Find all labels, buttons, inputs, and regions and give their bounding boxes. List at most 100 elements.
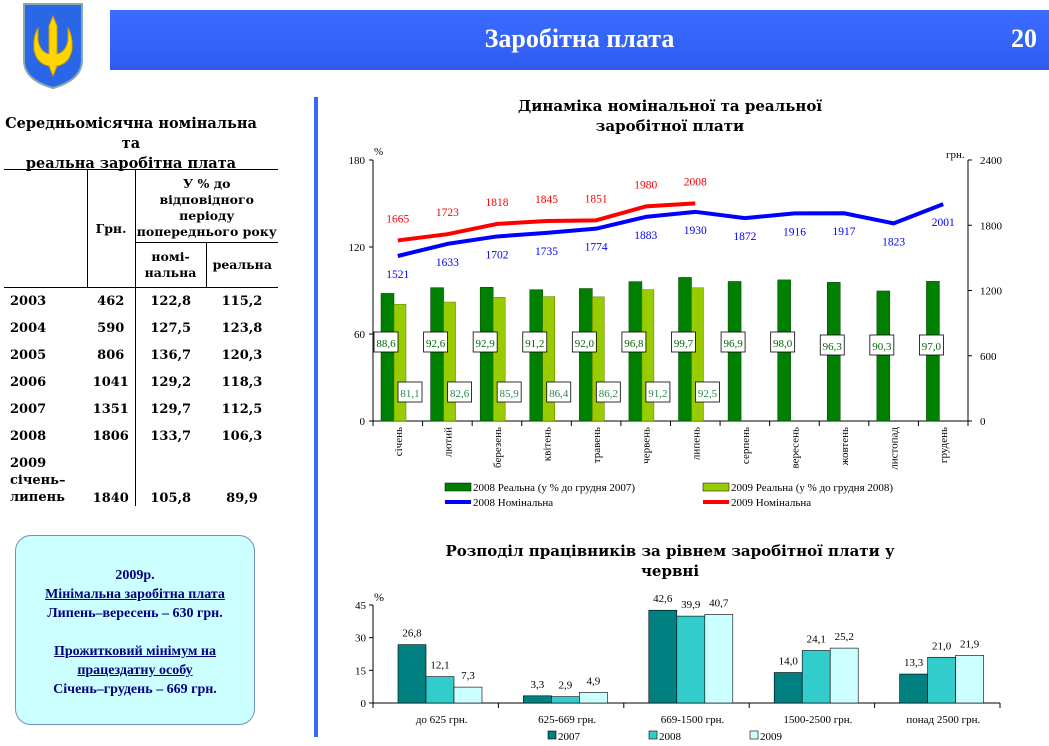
- table-row: 2008 1806 133,7 106,3: [4, 422, 278, 450]
- bar-label-2009: 91,2: [648, 388, 667, 400]
- y2-tick-label: 1200: [980, 286, 1003, 298]
- table-row: 2003 462 122,8 115,2: [4, 287, 278, 315]
- legend-label: 2007: [558, 731, 581, 743]
- point-label-2009: 1723: [436, 207, 459, 219]
- legend-swatch: [648, 730, 658, 740]
- bar-label-2008: 92,9: [476, 338, 496, 350]
- category-label: 669-1500 грн.: [661, 714, 725, 726]
- bar-2008: [425, 676, 455, 704]
- header-real: реальна: [212, 257, 272, 272]
- table-row: 2009 січень–липень 1840 105,8 89,9: [4, 449, 278, 506]
- header-empty: [4, 169, 88, 288]
- point-label-2009: 1818: [485, 197, 508, 209]
- bar-value-label: 7,3: [461, 670, 475, 682]
- bar-2009-real: [393, 303, 407, 422]
- cell-uah: 1351: [87, 395, 136, 423]
- cell-year: 2005: [10, 347, 47, 363]
- bar-label-box: [819, 334, 845, 356]
- bar-2008-real: [479, 286, 494, 422]
- month-label: травень: [591, 427, 603, 463]
- month-label: липень: [690, 427, 702, 460]
- line-2009-nominal: [397, 201, 696, 243]
- month-label: квітень: [542, 427, 554, 461]
- bar-value-label: 21,9: [960, 638, 980, 650]
- bar-label-2008: 88,6: [376, 338, 396, 350]
- bar-2008: [551, 696, 580, 704]
- bar-label-2009: 82,6: [450, 388, 470, 400]
- point-label-2009: 1980: [634, 179, 657, 191]
- bar-label-2008: 96,3: [823, 341, 843, 353]
- bar-2009-real: [492, 297, 506, 422]
- header-uah: Грн.: [87, 169, 136, 288]
- coat-of-arms-emblem: [23, 3, 83, 90]
- cell-nominal: 129,7: [150, 401, 192, 417]
- min-wage-title: Мінімальна заробітна плата: [45, 587, 225, 602]
- bar-2009: [955, 655, 984, 704]
- bar-label-box: [373, 331, 399, 353]
- y-axis-unit: %: [374, 590, 384, 604]
- month-label: червень: [641, 427, 653, 464]
- bar-label-box: [496, 381, 522, 403]
- y-tick-label: 15: [355, 665, 367, 677]
- table-row: 2004 590 127,5 123,8: [4, 314, 278, 342]
- legend-label: 2008 Номінальна: [473, 497, 553, 509]
- bar-2008: [676, 615, 706, 704]
- cell-nominal: 133,7: [150, 428, 192, 444]
- point-label-2009: 1665: [386, 213, 409, 225]
- subsistence-title: Прожитковий мінімум на працездатну особу: [54, 644, 216, 678]
- table-row: 2006 1041 129,2 118,3: [4, 368, 278, 396]
- bar-value-label: 21,0: [932, 640, 952, 652]
- legend-label: 2009: [760, 731, 783, 743]
- bar-2008-real: [876, 290, 891, 422]
- cell-nominal: 122,8: [150, 293, 192, 309]
- y-axis-unit: %: [374, 146, 383, 158]
- bar-value-label: 14,0: [779, 656, 799, 668]
- month-label: жовтень: [839, 427, 851, 466]
- month-label: лютий: [442, 427, 454, 457]
- bar-label-box: [472, 331, 498, 353]
- cell-nominal: 129,2: [150, 374, 192, 390]
- bar-label-2009: 86,4: [549, 388, 569, 400]
- cell-year: 2009 січень–липень: [10, 455, 66, 505]
- cell-real: 123,8: [221, 320, 263, 336]
- min-wage-value: Липень–вересень – 630 грн.: [47, 606, 223, 621]
- cell-nominal: 136,7: [150, 347, 192, 363]
- month-label: грудень: [938, 427, 950, 463]
- bar-label-box: [397, 381, 423, 403]
- point-label-2008: 1872: [733, 231, 756, 243]
- bar-label-2009: 92,5: [698, 388, 718, 400]
- bar-2008-real: [529, 289, 543, 422]
- bar-label-box: [770, 331, 796, 353]
- table-title-line: Середньомісячна номінальна та: [5, 115, 257, 152]
- y2-axis-unit: грн.: [946, 149, 965, 161]
- bar-value-label: 24,1: [807, 634, 826, 646]
- point-label-2008: 1916: [783, 226, 806, 238]
- table-row: 2007 1351 129,7 112,5: [4, 395, 278, 423]
- cell-nominal: 105,8: [150, 490, 192, 506]
- bar-label-2008: 96,8: [624, 338, 644, 350]
- cell-nominal: 127,5: [150, 320, 192, 336]
- bar-value-label: 4,9: [587, 675, 601, 687]
- y2-tick-label: 0: [980, 416, 986, 428]
- point-label-2008: 1702: [485, 249, 508, 261]
- y2-tick-label: 2400: [980, 155, 1003, 167]
- legend-label: 2009 Реальна (у % до грудня 2008): [731, 482, 893, 494]
- cell-real: 115,2: [221, 293, 263, 309]
- bar-label-box: [695, 381, 720, 403]
- bar-label-box: [522, 331, 548, 353]
- chart1-title: Динаміка номінальної та реальної заробіт…: [517, 97, 823, 135]
- point-label-2009: 2008: [684, 176, 707, 188]
- legend-swatch: [444, 482, 472, 492]
- legend-label: 2009 Номінальна: [731, 497, 811, 509]
- table-title-line: реальна заробітна плата: [25, 155, 237, 172]
- bar-label-2009: 86,2: [599, 388, 618, 400]
- bar-label-box: [869, 334, 895, 356]
- bar-value-label: 25,2: [835, 631, 854, 643]
- point-label-2008: 1930: [684, 225, 707, 237]
- bar-label-box: [423, 331, 448, 353]
- cell-uah: 806: [87, 341, 136, 369]
- point-label-2008: 1774: [585, 242, 608, 254]
- wage-table: Грн. У % до відповідного періоду поперед…: [4, 169, 278, 506]
- bar-label-box: [671, 331, 696, 353]
